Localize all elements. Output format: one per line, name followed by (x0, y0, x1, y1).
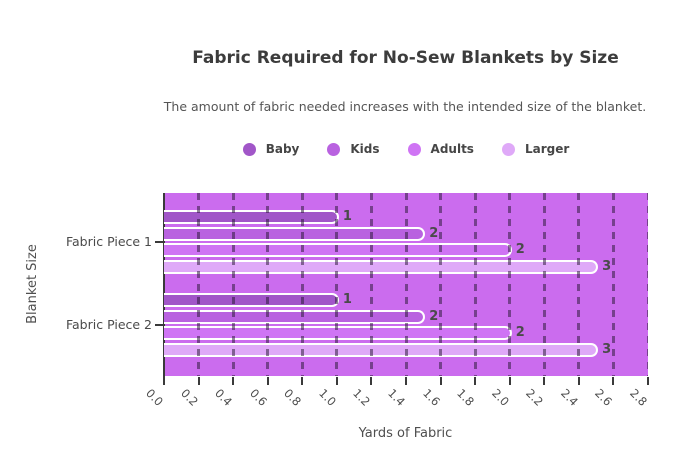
legend-marker-icon (240, 140, 258, 158)
x-tick-label: 1.8 (454, 386, 478, 409)
plot-area: 1 2 2 3 1 2 2 3 (164, 193, 648, 376)
x-tick-mark (197, 377, 200, 385)
legend-label: Baby (265, 142, 300, 156)
x-axis-title: Yards of Fabric (358, 426, 453, 441)
y-tick-mark (155, 240, 164, 243)
bar-value-label: 3 (602, 258, 612, 274)
x-tick-mark (405, 377, 407, 385)
gridline (335, 193, 339, 376)
gridline (577, 193, 581, 376)
x-tick-mark (335, 377, 338, 385)
x-tick-label: 0.6 (246, 386, 270, 409)
legend-label: Kids (350, 142, 380, 156)
chart-title: Fabric Required for No-Sew Blankets by S… (192, 48, 619, 68)
y-category-label: Fabric Piece 2 (65, 316, 152, 332)
x-tick-label: 2.2 (523, 386, 547, 409)
legend-item-kids[interactable]: Kids (325, 140, 380, 158)
y-axis-title: Blanket Size (25, 244, 40, 324)
x-tick-mark (474, 377, 477, 385)
x-tick-label: 2.4 (557, 386, 581, 409)
legend-item-adults[interactable]: Adults (405, 140, 474, 158)
bar-baby-piece1[interactable] (164, 210, 339, 224)
bar-value-label: 1 (342, 292, 352, 307)
x-tick-mark (577, 377, 580, 385)
x-tick-label: 1.0 (315, 386, 339, 409)
gridline (404, 193, 408, 376)
x-tick-label: 1.6 (419, 386, 443, 409)
gridline (473, 193, 477, 376)
gridline (611, 193, 615, 376)
x-tick-label: 1.2 (350, 386, 374, 409)
gridline (542, 193, 546, 376)
bar-value-label: 2 (515, 325, 525, 340)
x-tick-mark (543, 377, 546, 385)
gridline (369, 193, 373, 376)
bar-value-label: 2 (515, 242, 525, 257)
bar-value-label: 2 (429, 225, 439, 241)
x-tick-mark (612, 377, 615, 385)
gridline (646, 193, 648, 376)
bar-value-label: 1 (342, 209, 352, 224)
gridline (197, 193, 201, 376)
legend-marker-icon (405, 140, 423, 158)
legend-label: Larger (524, 142, 570, 156)
legend-item-larger[interactable]: Larger (499, 140, 570, 158)
bar-value-label: 3 (602, 341, 612, 357)
chart-subtitle: The amount of fabric needed increases wi… (163, 99, 647, 114)
legend-item-baby[interactable]: Baby (240, 140, 300, 158)
x-tick-mark (647, 377, 649, 385)
x-tick-label: 0.2 (177, 386, 201, 409)
bar-kids-piece1[interactable] (164, 226, 426, 241)
bar-value-label: 2 (429, 308, 439, 324)
y-axis-line (163, 193, 165, 377)
gridline (231, 193, 235, 376)
legend-marker-icon (499, 140, 517, 158)
gridline (508, 193, 512, 376)
bar-larger-piece1[interactable] (164, 259, 599, 274)
x-tick-label: 2.8 (627, 386, 650, 409)
x-tick-label: 0.8 (281, 386, 305, 409)
y-category-label: Fabric Piece 1 (65, 233, 152, 249)
gridline (439, 193, 443, 376)
x-tick-label: 2.6 (592, 386, 616, 409)
legend-marker-icon (325, 140, 343, 158)
y-tick-mark (155, 323, 164, 326)
x-tick-mark (508, 377, 511, 385)
x-tick-mark (370, 377, 373, 385)
legend-label: Adults (430, 142, 474, 156)
bar-kids-piece2[interactable] (164, 309, 426, 324)
x-tick-label: 1.4 (385, 386, 408, 409)
gridline (266, 193, 270, 376)
gridline (300, 193, 304, 376)
x-tick-mark (301, 377, 304, 385)
x-tick-label: 2.0 (488, 386, 512, 409)
legend: Baby Kids Adults Larger (95, 138, 690, 160)
x-tick-mark (163, 377, 165, 385)
x-tick-label: 0.0 (143, 386, 166, 409)
x-tick-label: 0.4 (212, 386, 236, 409)
x-tick-mark (266, 377, 269, 385)
bar-baby-piece2[interactable] (164, 293, 339, 307)
x-tick-mark (439, 377, 442, 385)
x-tick-mark (232, 377, 235, 385)
bar-larger-piece2[interactable] (164, 342, 599, 357)
